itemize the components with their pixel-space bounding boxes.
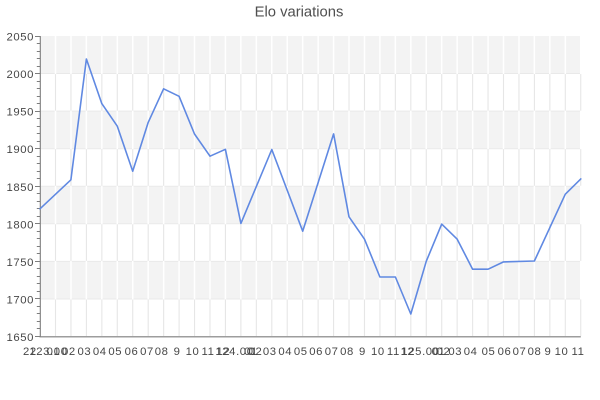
svg-text:1800: 1800 bbox=[6, 219, 34, 231]
svg-text:01: 01 bbox=[244, 346, 258, 358]
svg-text:125.00: 125.00 bbox=[401, 346, 439, 358]
svg-text:06: 06 bbox=[125, 346, 139, 358]
svg-text:06: 06 bbox=[309, 346, 323, 358]
svg-text:12: 12 bbox=[401, 346, 415, 358]
svg-text:124.00: 124.00 bbox=[215, 346, 253, 358]
svg-text:08: 08 bbox=[340, 346, 354, 358]
svg-text:01: 01 bbox=[432, 346, 446, 358]
svg-text:10: 10 bbox=[555, 346, 569, 358]
svg-text:22: 22 bbox=[23, 346, 37, 358]
svg-text:9: 9 bbox=[544, 346, 551, 358]
svg-text:1950: 1950 bbox=[6, 107, 34, 119]
svg-text:06: 06 bbox=[498, 346, 512, 358]
svg-text:11: 11 bbox=[202, 346, 215, 358]
svg-text:9: 9 bbox=[174, 346, 181, 358]
svg-text:05: 05 bbox=[294, 346, 308, 358]
svg-text:03: 03 bbox=[263, 346, 277, 358]
svg-text:08: 08 bbox=[155, 346, 169, 358]
svg-text:04: 04 bbox=[464, 346, 478, 358]
svg-text:1850: 1850 bbox=[6, 182, 34, 194]
svg-text:12: 12 bbox=[217, 346, 231, 358]
svg-text:04: 04 bbox=[93, 346, 107, 358]
svg-text:10: 10 bbox=[186, 346, 200, 358]
svg-text:07: 07 bbox=[513, 346, 527, 358]
svg-text:1700: 1700 bbox=[6, 294, 34, 306]
svg-text:2050: 2050 bbox=[6, 32, 34, 44]
svg-text:11: 11 bbox=[387, 346, 400, 358]
svg-text:05: 05 bbox=[108, 346, 122, 358]
svg-text:07: 07 bbox=[140, 346, 154, 358]
svg-text:08: 08 bbox=[528, 346, 542, 358]
svg-text:03: 03 bbox=[78, 346, 92, 358]
svg-text:Elo variations: Elo variations bbox=[255, 5, 344, 21]
svg-text:02: 02 bbox=[249, 346, 263, 358]
svg-text:01: 01 bbox=[47, 346, 61, 358]
svg-text:05: 05 bbox=[482, 346, 496, 358]
svg-text:1750: 1750 bbox=[6, 257, 34, 269]
svg-text:1650: 1650 bbox=[6, 332, 34, 344]
svg-text:2000: 2000 bbox=[6, 69, 34, 81]
svg-text:11: 11 bbox=[572, 346, 585, 358]
svg-text:04: 04 bbox=[278, 346, 292, 358]
svg-text:03: 03 bbox=[448, 346, 462, 358]
svg-text:07: 07 bbox=[325, 346, 339, 358]
svg-text:9: 9 bbox=[359, 346, 366, 358]
svg-text:02: 02 bbox=[62, 346, 76, 358]
svg-text:02: 02 bbox=[437, 346, 451, 358]
svg-text:10: 10 bbox=[371, 346, 385, 358]
svg-text:1900: 1900 bbox=[6, 144, 34, 156]
svg-text:123.00: 123.00 bbox=[29, 346, 67, 358]
